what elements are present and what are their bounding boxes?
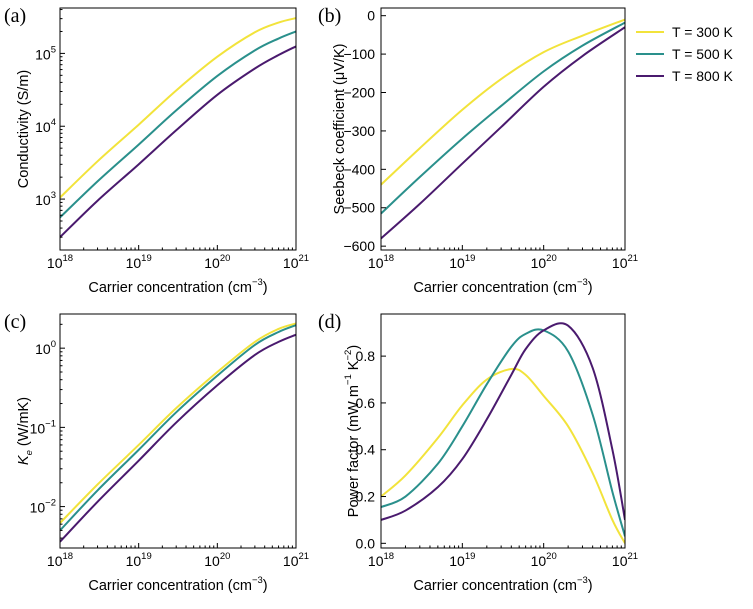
- panel-2: 1018 1019 1020 1021 0 −100 −200 −300 −400 −500 −60…: [318, 5, 638, 296]
- x-tick-label: 1021: [612, 551, 638, 569]
- panel-3: 1018 1019 1020 1021 10−2 10−1 100 (c) Carrier co…: [4, 311, 309, 594]
- x-tick-label: 1020: [204, 253, 230, 271]
- y-tick-label: 104: [35, 117, 56, 135]
- series-line-2: [381, 21, 625, 215]
- x-tick-label: 1020: [531, 253, 557, 271]
- y-tick-label: 100: [35, 339, 56, 357]
- x-axis-label: Carrier concentration (cm−3): [413, 277, 592, 296]
- x-tick-label: 1018: [368, 253, 394, 271]
- y-tick-label: 0.2: [356, 489, 376, 505]
- y-tick-label: 0.4: [356, 442, 376, 458]
- x-axis-label: Carrier concentration (cm−3): [88, 277, 267, 296]
- series-line-3: [60, 45, 296, 238]
- y-tick-label: −600: [343, 238, 375, 254]
- y-tick-label: 0.0: [356, 535, 376, 551]
- plot-frame: [380, 313, 626, 549]
- panel-label: (d): [318, 311, 341, 333]
- series-line-3: [60, 333, 296, 543]
- x-tick-label: 1020: [204, 551, 230, 569]
- x-tick-label: 1019: [126, 551, 152, 569]
- y-tick-label: 0.6: [356, 395, 376, 411]
- panel-label: (b): [318, 5, 341, 27]
- x-tick-label: 1021: [283, 253, 309, 271]
- plot-frame: [59, 7, 297, 251]
- y-tick-label: 0: [367, 8, 375, 24]
- x-tick-label: 1021: [612, 253, 638, 271]
- series-line-3: [381, 26, 625, 240]
- x-axis-label: Carrier concentration (cm−3): [88, 575, 267, 594]
- plot-frame: [380, 7, 626, 251]
- x-tick-label: 1019: [126, 253, 152, 271]
- legend: T = 300 K T = 500 K T = 800 K: [636, 24, 734, 84]
- y-tick-label: 105: [35, 44, 56, 62]
- series-line-1: [60, 322, 296, 524]
- y-tick-label: 0.8: [356, 348, 376, 364]
- y-tick-label: 103: [35, 190, 56, 208]
- x-tick-label: 1021: [283, 551, 309, 569]
- series-line-1: [381, 367, 625, 544]
- x-tick-label: 1018: [47, 253, 73, 271]
- y-tick-label: −500: [343, 200, 375, 216]
- y-tick-label: −300: [343, 123, 375, 139]
- panel-4: 1018 1019 1020 1021 0.0 0.2 0.4 0.6 0.8 (d) Carrie…: [318, 311, 638, 594]
- panel-label: (c): [4, 311, 26, 333]
- y-tick-label: −200: [343, 85, 375, 101]
- x-tick-label: 1020: [531, 551, 557, 569]
- y-tick-label: −400: [343, 161, 375, 177]
- y-axis-label: Power factor (mW m−1 K−2): [343, 345, 362, 517]
- x-tick-label: 1019: [449, 253, 475, 271]
- y-axis-label: Seebeck coefficient (μV/K): [332, 44, 348, 215]
- series-line-2: [60, 30, 296, 219]
- series-line-1: [60, 17, 296, 199]
- y-axis-label: Ke (W/mK): [16, 397, 35, 465]
- series-line-1: [381, 18, 625, 186]
- y-tick-label: 10−1: [30, 418, 56, 436]
- y-tick-label: −100: [343, 46, 375, 62]
- legend-label: T = 500 K: [672, 46, 734, 62]
- y-tick-label: 10−2: [30, 498, 56, 516]
- plot-frame: [59, 313, 297, 549]
- series-line-3: [381, 322, 625, 521]
- panel-1: 1018 1019 1020 1021 103 104 105 (a) Carrier conc…: [4, 5, 309, 296]
- x-axis-label: Carrier concentration (cm−3): [413, 575, 592, 594]
- series-line-2: [381, 328, 625, 537]
- series-line-2: [60, 324, 296, 532]
- y-axis-label: Conductivity (S/m): [16, 70, 32, 188]
- x-tick-label: 1019: [449, 551, 475, 569]
- panel-label: (a): [4, 5, 26, 27]
- x-tick-label: 1018: [368, 551, 394, 569]
- legend-label: T = 300 K: [672, 24, 734, 40]
- legend-label: T = 800 K: [672, 68, 734, 84]
- x-tick-label: 1018: [47, 551, 73, 569]
